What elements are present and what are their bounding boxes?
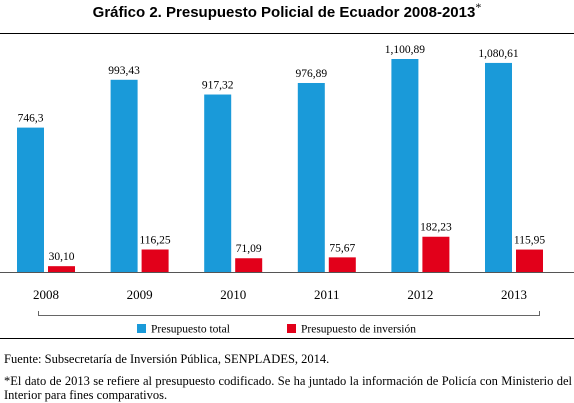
- x-tick-label-2009: 2009: [127, 287, 153, 302]
- x-tick-label-2012: 2012: [407, 287, 433, 302]
- chart-title-text: Gráfico 2. Presupuesto Policial de Ecuad…: [92, 4, 476, 21]
- bar-investment-2009: [141, 249, 169, 272]
- bar-chart: 746,3 30,10 2008 993,43 116,25 2009 917,32 71,0…: [0, 33, 574, 339]
- bar-investment-2013: [516, 249, 543, 272]
- bar-total-2013: [485, 62, 512, 273]
- title-asterisk: *: [475, 0, 482, 14]
- data-label-investment-2010: 71,09: [236, 243, 262, 255]
- legend-label-total: Presupuesto total: [151, 324, 230, 336]
- data-label-total-2009: 993,43: [108, 65, 140, 77]
- bar-total-2011: [297, 82, 325, 272]
- bar-investment-2012: [422, 236, 450, 272]
- bar-investment-2010: [235, 258, 263, 272]
- data-label-total-2012: 1,100,89: [385, 44, 426, 56]
- data-label-total-2008: 746,3: [18, 113, 44, 125]
- x-tick-label-2013: 2013: [501, 287, 527, 302]
- bar-total-2012: [391, 59, 419, 272]
- legend-label-investment: Presupuesto de inversión: [301, 324, 416, 336]
- data-label-investment-2013: 115,95: [514, 235, 545, 247]
- footnote: *El dato de 2013 se refiere al presupues…: [4, 374, 572, 402]
- source-note: Fuente: Subsecretaría de Inversión Públi…: [4, 352, 330, 366]
- chart-title: Gráfico 2. Presupuesto Policial de Ecuad…: [0, 0, 574, 23]
- legend-swatch-investment: [287, 324, 296, 333]
- bar-investment-2008: [48, 266, 75, 272]
- data-label-total-2011: 976,89: [295, 68, 327, 80]
- bar-investment-2011: [328, 257, 356, 272]
- bar-total-2009: [110, 79, 138, 272]
- data-label-investment-2011: 75,67: [329, 242, 355, 254]
- data-label-investment-2009: 116,25: [139, 235, 170, 247]
- bar-total-2008: [17, 127, 44, 272]
- data-label-investment-2012: 182,23: [420, 222, 452, 234]
- x-tick-label-2008: 2008: [33, 287, 59, 302]
- x-tick-label-2010: 2010: [220, 287, 246, 302]
- x-tick-label-2011: 2011: [314, 287, 340, 302]
- bar-total-2010: [204, 94, 232, 272]
- legend-swatch-total: [137, 324, 146, 333]
- data-label-investment-2008: 30,10: [49, 251, 75, 263]
- data-label-total-2013: 1,080,61: [478, 48, 519, 60]
- data-label-total-2010: 917,32: [202, 80, 234, 92]
